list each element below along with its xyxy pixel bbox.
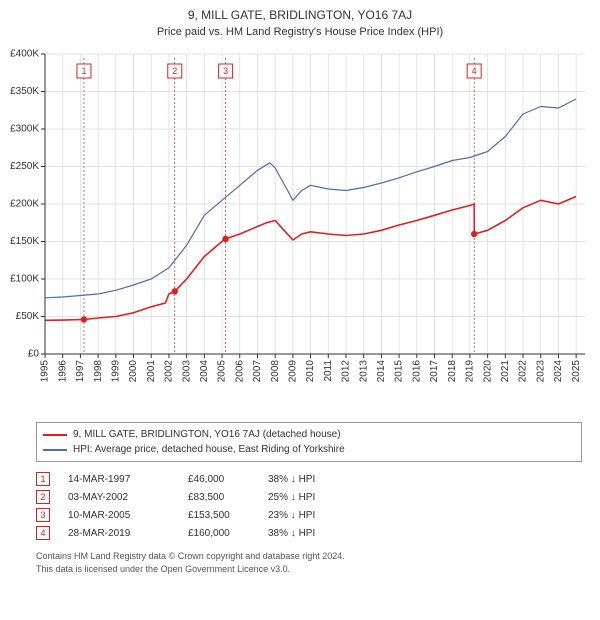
xtick-label: 2024 — [553, 360, 564, 383]
xtick-label: 1995 — [40, 360, 51, 383]
ytick-label: £200K — [10, 199, 39, 210]
footer-line-2: This data is licensed under the Open Gov… — [36, 563, 582, 576]
xtick-label: 2023 — [535, 360, 546, 383]
xtick-label: 2022 — [518, 360, 529, 383]
xtick-label: 2021 — [500, 360, 511, 383]
sale-dot — [81, 316, 87, 322]
footer-line-1: Contains HM Land Registry data © Crown c… — [36, 550, 582, 563]
xtick-label: 1996 — [57, 360, 68, 383]
event-price: £46,000 — [188, 474, 268, 485]
legend-row: 9, MILL GATE, BRIDLINGTON, YO16 7AJ (det… — [43, 427, 575, 442]
event-date: 28-MAR-2019 — [68, 528, 188, 539]
xtick-label: 2018 — [447, 360, 458, 383]
xtick-label: 1998 — [93, 360, 104, 383]
event-num-box: 2 — [36, 490, 50, 504]
xtick-label: 2014 — [376, 360, 387, 383]
xtick-label: 2009 — [288, 360, 299, 383]
legend-label: 9, MILL GATE, BRIDLINGTON, YO16 7AJ (det… — [73, 427, 341, 442]
xtick-label: 2001 — [146, 360, 157, 383]
xtick-label: 2011 — [323, 360, 334, 382]
ytick-label: £400K — [10, 49, 39, 60]
legend-label: HPI: Average price, detached house, East… — [73, 442, 345, 457]
ytick-label: £300K — [10, 124, 39, 135]
ytick-label: £350K — [10, 86, 39, 97]
xtick-label: 1997 — [75, 360, 86, 383]
xtick-label: 2016 — [411, 360, 422, 383]
chart-svg: £0 £50K £100K £150K £200K £250K £300K £350K £400… — [0, 44, 600, 414]
xtick-label: 2002 — [164, 360, 175, 383]
event-price: £153,500 — [188, 510, 268, 521]
xtick-label: 2020 — [482, 360, 493, 383]
sale-marker-num: 4 — [472, 66, 477, 76]
sale-marker-num: 1 — [81, 66, 86, 76]
xtick-label: 2007 — [252, 360, 263, 383]
xtick-label: 2005 — [217, 360, 228, 383]
event-pct: 23% ↓ HPI — [268, 510, 315, 521]
xtick-label: 2017 — [429, 360, 440, 383]
sale-dot — [471, 231, 477, 237]
xtick-label: 2008 — [270, 360, 281, 383]
chart-subtitle: Price paid vs. HM Land Registry's House … — [0, 22, 600, 44]
xtick-label: 1999 — [110, 360, 121, 383]
ytick-label: £250K — [10, 161, 39, 172]
chart-area: £0 £50K £100K £150K £200K £250K £300K £350K £400… — [0, 44, 600, 414]
event-date: 14-MAR-1997 — [68, 474, 188, 485]
event-pct: 38% ↓ HPI — [268, 528, 315, 539]
xtick-label: 2010 — [305, 360, 316, 383]
event-date: 03-MAY-2002 — [68, 492, 188, 503]
xtick-label: 2003 — [181, 360, 192, 383]
legend: 9, MILL GATE, BRIDLINGTON, YO16 7AJ (det… — [36, 422, 582, 462]
ytick-label: £100K — [10, 274, 39, 285]
xtick-label: 2004 — [199, 360, 210, 383]
event-row: 1 14-MAR-1997£46,00038% ↓ HPI — [36, 470, 582, 488]
event-pct: 25% ↓ HPI — [268, 492, 315, 503]
event-num-box: 4 — [36, 526, 50, 540]
event-num-box: 3 — [36, 508, 50, 522]
sale-marker-num: 3 — [223, 66, 228, 76]
xtick-label: 2013 — [358, 360, 369, 383]
xtick-label: 2015 — [394, 360, 405, 383]
xtick-label: 2012 — [341, 360, 352, 383]
ytick-label: £150K — [10, 236, 39, 247]
xtick-label: 2000 — [128, 360, 139, 383]
sale-dot — [222, 236, 228, 242]
xtick-label: 2019 — [465, 360, 476, 383]
footer: Contains HM Land Registry data © Crown c… — [36, 550, 582, 575]
event-price: £160,000 — [188, 528, 268, 539]
legend-swatch — [43, 434, 67, 436]
sale-marker-num: 2 — [172, 66, 177, 76]
event-row: 4 28-MAR-2019£160,00038% ↓ HPI — [36, 524, 582, 542]
event-num-box: 1 — [36, 472, 50, 486]
sale-events: 114-MAR-1997£46,00038% ↓ HPI203-MAY-2002… — [36, 470, 582, 542]
chart-title: 9, MILL GATE, BRIDLINGTON, YO16 7AJ — [0, 0, 600, 22]
legend-swatch — [43, 449, 67, 451]
legend-row: HPI: Average price, detached house, East… — [43, 442, 575, 457]
xtick-label: 2025 — [571, 360, 582, 383]
event-pct: 38% ↓ HPI — [268, 474, 315, 485]
event-price: £83,500 — [188, 492, 268, 503]
event-row: 3 10-MAR-2005£153,50023% ↓ HPI — [36, 506, 582, 524]
sale-dot — [172, 288, 178, 294]
event-date: 10-MAR-2005 — [68, 510, 188, 521]
xtick-label: 2006 — [234, 360, 245, 383]
ytick-label: £0 — [28, 349, 40, 360]
event-row: 2 03-MAY-2002£83,50025% ↓ HPI — [36, 488, 582, 506]
ytick-label: £50K — [16, 311, 40, 322]
